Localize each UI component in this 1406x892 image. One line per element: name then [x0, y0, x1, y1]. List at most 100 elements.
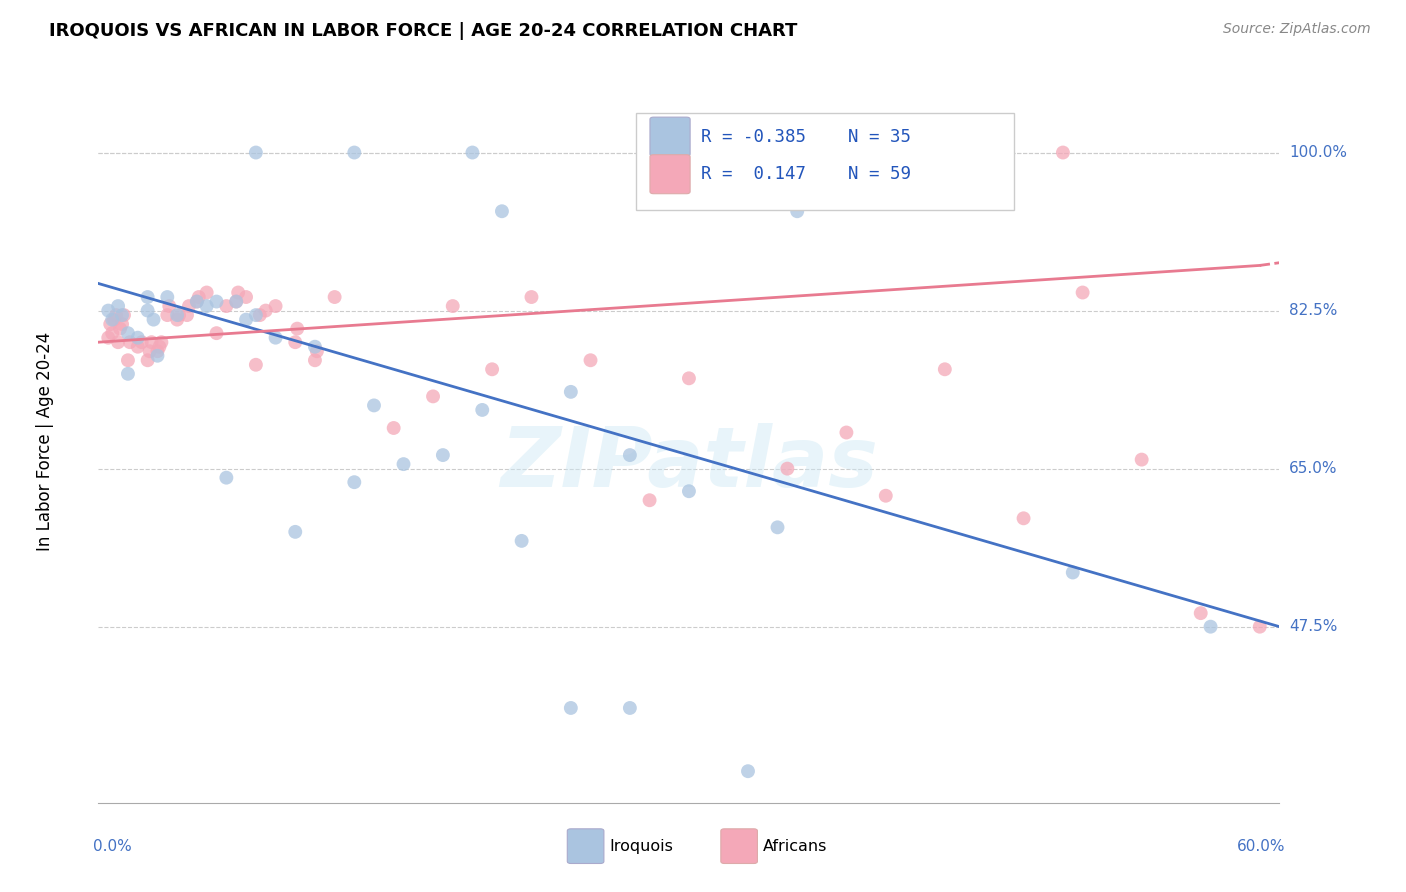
- Point: [150, 335, 173, 350]
- Point: [422, 389, 444, 403]
- Point: [157, 299, 180, 313]
- Point: [305, 344, 328, 359]
- Point: [205, 294, 228, 309]
- Point: [1249, 620, 1271, 634]
- Point: [1189, 606, 1212, 620]
- Point: [249, 308, 271, 322]
- Point: [776, 461, 799, 475]
- Point: [148, 340, 170, 354]
- Point: [875, 489, 897, 503]
- Point: [638, 493, 661, 508]
- Point: [1071, 285, 1094, 300]
- Point: [579, 353, 602, 368]
- Point: [117, 367, 139, 381]
- Point: [766, 520, 789, 534]
- Text: ZIPatlas: ZIPatlas: [501, 423, 877, 504]
- Point: [187, 290, 209, 304]
- Point: [225, 294, 247, 309]
- Point: [254, 303, 277, 318]
- Point: [101, 312, 124, 326]
- Point: [105, 308, 128, 322]
- Text: 47.5%: 47.5%: [1289, 619, 1337, 634]
- Point: [177, 299, 200, 313]
- Point: [167, 308, 190, 322]
- Point: [118, 335, 141, 350]
- Point: [245, 308, 267, 322]
- Point: [1012, 511, 1035, 525]
- Point: [619, 448, 641, 462]
- Point: [304, 353, 326, 368]
- Point: [284, 524, 307, 539]
- FancyBboxPatch shape: [650, 154, 690, 194]
- Point: [101, 326, 124, 341]
- Point: [284, 335, 307, 350]
- Point: [111, 308, 134, 322]
- Point: [136, 290, 159, 304]
- Point: [103, 312, 125, 326]
- Point: [215, 299, 238, 313]
- Point: [786, 204, 808, 219]
- Point: [520, 290, 543, 304]
- Point: [815, 145, 838, 160]
- Point: [343, 145, 366, 160]
- FancyBboxPatch shape: [650, 117, 690, 156]
- Point: [510, 533, 533, 548]
- Point: [323, 290, 346, 304]
- Point: [245, 145, 267, 160]
- Point: [245, 358, 267, 372]
- Point: [112, 308, 135, 322]
- Point: [127, 331, 149, 345]
- Point: [619, 701, 641, 715]
- Point: [441, 299, 464, 313]
- Point: [392, 457, 415, 471]
- Point: [138, 344, 160, 359]
- Point: [156, 308, 179, 322]
- Point: [560, 701, 582, 715]
- Point: [1130, 452, 1153, 467]
- Point: [131, 335, 153, 350]
- Text: Source: ZipAtlas.com: Source: ZipAtlas.com: [1223, 22, 1371, 37]
- Point: [166, 308, 188, 322]
- Point: [343, 475, 366, 490]
- Point: [136, 353, 159, 368]
- Point: [215, 471, 238, 485]
- Point: [471, 403, 494, 417]
- Point: [678, 484, 700, 499]
- Point: [146, 344, 169, 359]
- Point: [142, 312, 165, 326]
- FancyBboxPatch shape: [636, 112, 1014, 211]
- Point: [226, 285, 249, 300]
- Point: [146, 349, 169, 363]
- Point: [141, 335, 163, 350]
- Point: [117, 326, 139, 341]
- Text: 60.0%: 60.0%: [1237, 838, 1285, 854]
- Point: [166, 312, 188, 326]
- Point: [737, 764, 759, 779]
- Point: [176, 308, 198, 322]
- Point: [98, 317, 121, 331]
- Point: [117, 353, 139, 368]
- Point: [186, 294, 208, 309]
- Point: [560, 384, 582, 399]
- Text: 100.0%: 100.0%: [1289, 145, 1347, 160]
- Point: [97, 331, 120, 345]
- Point: [264, 299, 287, 313]
- Point: [382, 421, 405, 435]
- Text: IROQUOIS VS AFRICAN IN LABOR FORCE | AGE 20-24 CORRELATION CHART: IROQUOIS VS AFRICAN IN LABOR FORCE | AGE…: [49, 22, 797, 40]
- Point: [835, 425, 858, 440]
- Point: [107, 335, 129, 350]
- Point: [111, 317, 134, 331]
- Text: In Labor Force | Age 20-24: In Labor Force | Age 20-24: [37, 332, 55, 551]
- Point: [285, 321, 308, 335]
- Text: 65.0%: 65.0%: [1289, 461, 1337, 476]
- Point: [97, 303, 120, 318]
- Text: 82.5%: 82.5%: [1289, 303, 1337, 318]
- Point: [195, 299, 218, 313]
- Point: [934, 362, 956, 376]
- Point: [156, 290, 179, 304]
- Text: R =  0.147    N = 59: R = 0.147 N = 59: [700, 165, 911, 183]
- Point: [235, 312, 257, 326]
- Point: [461, 145, 484, 160]
- Point: [363, 398, 385, 412]
- Point: [481, 362, 503, 376]
